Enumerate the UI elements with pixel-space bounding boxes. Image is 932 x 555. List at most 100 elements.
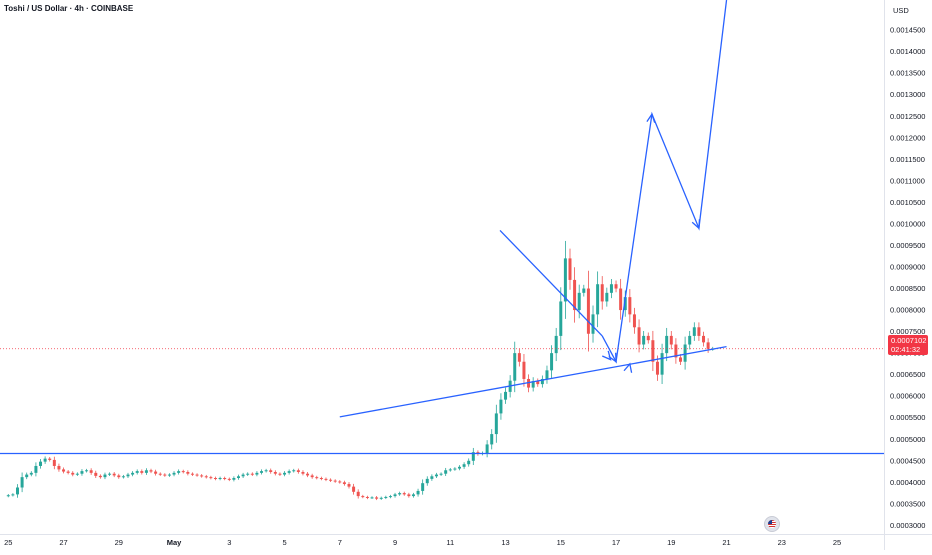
candle-body xyxy=(181,471,185,473)
x-tick-label: 25 xyxy=(4,538,12,547)
candle-body xyxy=(250,473,254,475)
candle-body xyxy=(421,483,425,491)
candle-body xyxy=(669,335,673,345)
y-tick-label: 0.0013000 xyxy=(890,90,925,99)
candle-body xyxy=(596,284,600,315)
y-tick-label: 0.0014500 xyxy=(890,26,925,35)
x-tick-label: 25 xyxy=(833,538,841,547)
candle-body xyxy=(563,258,567,302)
candle-body xyxy=(6,495,10,497)
candle-body xyxy=(135,471,139,473)
candle-body xyxy=(342,482,346,485)
candle-body xyxy=(683,344,687,362)
candle-body xyxy=(236,476,240,479)
y-tick-label: 0.0003500 xyxy=(890,499,925,508)
candle-body xyxy=(637,327,641,345)
candle-body xyxy=(347,484,351,487)
y-tick-label: 0.0004000 xyxy=(890,478,925,487)
candle-body xyxy=(540,378,544,385)
candle-body xyxy=(52,459,56,466)
candle-body xyxy=(126,474,130,477)
y-tick-label: 0.0012000 xyxy=(890,133,925,142)
candle-body xyxy=(292,470,296,472)
x-tick-label: 23 xyxy=(778,538,786,547)
candle-body xyxy=(204,476,208,478)
ascending-trendline[interactable] xyxy=(339,346,727,418)
candle-body xyxy=(375,497,379,499)
candle-body xyxy=(158,473,162,475)
candle-body xyxy=(89,470,93,473)
y-tick-label: 0.0009000 xyxy=(890,263,925,272)
candle-body xyxy=(439,473,443,475)
candle-body xyxy=(75,473,79,475)
candle-body xyxy=(195,474,199,476)
candle-body xyxy=(11,494,15,496)
candle-body xyxy=(172,472,176,475)
x-tick-label: 17 xyxy=(612,538,620,547)
candle-body xyxy=(586,288,590,334)
candle-body xyxy=(301,471,305,474)
candle-body xyxy=(494,413,498,435)
candle-body xyxy=(462,464,466,467)
us-flag-event-icon[interactable] xyxy=(764,516,780,532)
candle-body xyxy=(154,471,158,474)
x-tick-label: 19 xyxy=(667,538,675,547)
candle-body xyxy=(407,494,411,497)
candle-body xyxy=(117,475,121,478)
candle-body xyxy=(697,327,701,336)
pullback-arrowhead xyxy=(691,219,701,230)
candle-body xyxy=(167,474,171,476)
candle-body xyxy=(121,476,125,478)
y-tick-label: 0.0006500 xyxy=(890,370,925,379)
symbol-title[interactable]: Toshi / US Dollar · 4h · COINBASE xyxy=(4,4,134,13)
candle-body xyxy=(352,486,356,492)
candle-body xyxy=(34,465,38,473)
drawings-layer xyxy=(339,0,728,418)
candle-body xyxy=(531,381,535,388)
candle-body xyxy=(213,478,217,480)
candle-body xyxy=(416,490,420,495)
candle-body xyxy=(619,288,623,311)
x-tick-label: 11 xyxy=(446,538,454,547)
y-tick-label: 0.0006000 xyxy=(890,392,925,401)
candle-body xyxy=(315,477,319,479)
candle-body xyxy=(287,471,291,473)
currency-label[interactable]: USD xyxy=(893,6,909,15)
y-tick-label: 0.0011500 xyxy=(890,155,925,164)
candle-body xyxy=(674,344,678,358)
x-tick-label: 21 xyxy=(722,538,730,547)
candle-body xyxy=(467,460,471,465)
y-tick-label: 0.0009500 xyxy=(890,241,925,250)
candle-body xyxy=(223,478,227,480)
candle-body xyxy=(430,476,434,479)
candle-body xyxy=(365,496,369,498)
candle-body xyxy=(108,473,112,475)
candle-body xyxy=(140,471,144,473)
candle-body xyxy=(702,335,706,343)
candle-body xyxy=(605,292,609,302)
y-tick-label: 0.0003000 xyxy=(890,521,925,530)
candle-body xyxy=(425,478,429,484)
y-tick-label: 0.0004500 xyxy=(890,456,925,465)
candle-body xyxy=(665,335,669,354)
candle-body xyxy=(324,478,328,480)
candle-body xyxy=(545,370,549,379)
x-tick-label: 9 xyxy=(393,538,397,547)
y-tick-label: 0.0007500 xyxy=(890,327,925,336)
candle-body xyxy=(609,284,613,293)
candle-body xyxy=(39,461,43,466)
candle-body xyxy=(278,473,282,475)
candle-body xyxy=(43,458,47,462)
candle-body xyxy=(434,474,438,477)
candle-body xyxy=(577,292,581,311)
candle-body xyxy=(62,469,66,472)
x-tick-label: 7 xyxy=(338,538,342,547)
candle-body xyxy=(485,444,489,454)
y-tick-label: 0.0010500 xyxy=(890,198,925,207)
descending-trendline[interactable] xyxy=(499,229,603,337)
candle-body xyxy=(591,314,595,334)
candle-body xyxy=(98,475,102,478)
candle-body xyxy=(678,357,682,362)
